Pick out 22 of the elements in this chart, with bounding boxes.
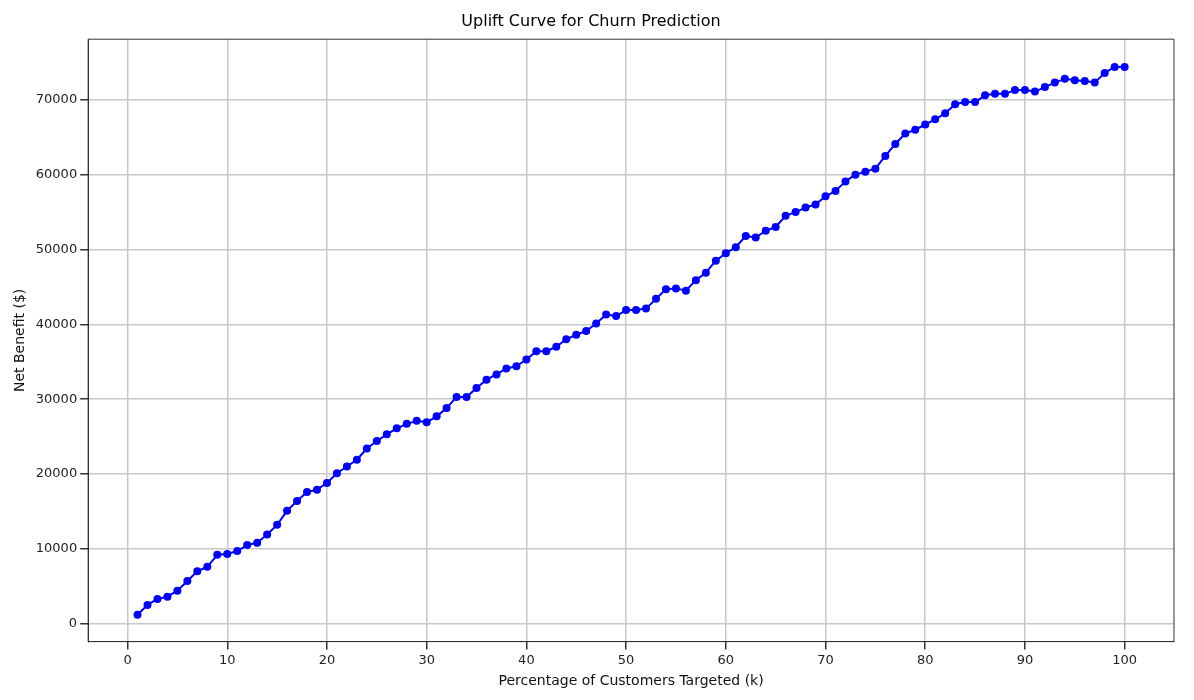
x-tick-label: 50 bbox=[617, 651, 635, 667]
y-tick-label: 60000 bbox=[35, 166, 78, 182]
x-tick-label: 40 bbox=[518, 651, 535, 667]
x-tick-label: 60 bbox=[717, 651, 735, 667]
x-axis-title: Percentage of Customers Targeted (k) bbox=[498, 672, 764, 689]
y-tick-label: 40000 bbox=[35, 315, 78, 331]
x-tick-label: 20 bbox=[318, 651, 336, 667]
y-tick-label: 0 bbox=[68, 615, 78, 631]
x-tick-label: 0 bbox=[123, 651, 132, 667]
chart-title: Uplift Curve for Churn Prediction bbox=[461, 10, 721, 30]
x-tick-label: 100 bbox=[1112, 651, 1138, 667]
y-tick-label: 30000 bbox=[35, 390, 78, 406]
y-tick-label: 70000 bbox=[35, 91, 78, 107]
y-tick-label: 10000 bbox=[35, 540, 78, 556]
x-tick-label: 10 bbox=[218, 651, 236, 667]
y-tick-label: 50000 bbox=[35, 240, 78, 256]
x-tick-label: 90 bbox=[1016, 651, 1034, 667]
y-tick-label: 20000 bbox=[35, 465, 78, 481]
y-axis-title: Net Benefit ($) bbox=[11, 288, 28, 393]
x-tick-label: 70 bbox=[817, 651, 834, 667]
x-tick-label: 30 bbox=[418, 651, 435, 667]
x-tick-label: 80 bbox=[916, 651, 934, 667]
